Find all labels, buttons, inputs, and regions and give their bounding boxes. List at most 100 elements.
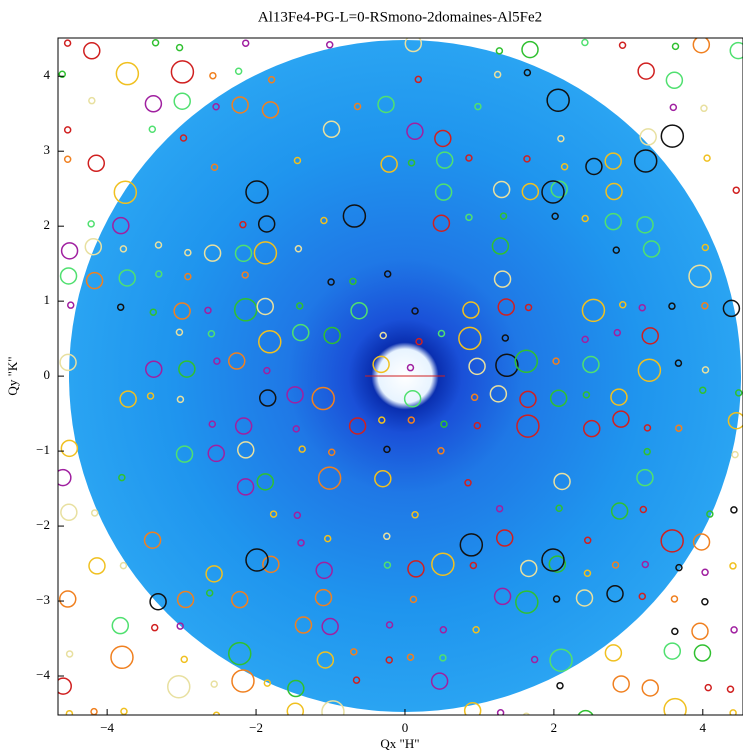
y-tick-label: −4 — [36, 667, 50, 682]
ring — [524, 303, 533, 312]
ring — [286, 386, 304, 404]
ring — [641, 327, 659, 345]
ring — [516, 414, 540, 438]
ring — [87, 220, 95, 228]
ring — [691, 622, 709, 641]
ring — [514, 349, 539, 374]
ring — [727, 411, 743, 430]
ring — [665, 71, 684, 90]
ring — [465, 213, 473, 222]
ring — [493, 70, 502, 79]
ring — [59, 353, 77, 372]
ring — [469, 561, 478, 570]
ring — [212, 711, 221, 715]
ring — [660, 529, 684, 553]
ring — [637, 62, 655, 80]
ring — [439, 654, 447, 662]
ring — [581, 335, 589, 344]
ring — [58, 70, 66, 78]
ring — [207, 330, 216, 338]
ring — [472, 626, 480, 634]
ring — [663, 642, 682, 660]
ring — [432, 214, 451, 232]
ring — [618, 41, 627, 49]
ring — [704, 683, 712, 692]
y-tick-label: −3 — [36, 592, 50, 607]
ring — [256, 297, 274, 316]
ring — [325, 41, 334, 49]
ring — [692, 533, 711, 551]
ring — [380, 155, 398, 173]
ring — [581, 298, 606, 323]
ring — [205, 589, 214, 597]
ring — [406, 122, 424, 141]
ring — [294, 245, 303, 253]
ring — [618, 301, 627, 309]
ring — [582, 355, 600, 374]
ring — [58, 677, 72, 695]
ring — [111, 616, 130, 635]
ring — [295, 302, 304, 310]
ring — [317, 466, 342, 490]
ring — [437, 447, 445, 455]
ring — [63, 126, 72, 134]
ring — [90, 707, 98, 715]
ring — [253, 241, 278, 265]
ring — [474, 102, 482, 111]
ring — [495, 47, 504, 55]
ring — [230, 590, 249, 609]
ring — [150, 623, 159, 632]
ring — [321, 617, 339, 636]
ring — [530, 655, 539, 664]
ring — [315, 561, 333, 580]
ring — [465, 154, 473, 162]
y-tick-label: 0 — [44, 367, 51, 382]
ring — [606, 585, 624, 603]
ring — [286, 702, 305, 715]
ring — [641, 560, 650, 569]
ring — [241, 39, 250, 47]
ring — [145, 360, 163, 378]
ring — [701, 366, 710, 374]
ring — [583, 569, 592, 578]
ring — [675, 424, 683, 432]
ring — [411, 511, 419, 519]
ring — [730, 506, 738, 514]
ring — [437, 329, 446, 338]
ring — [66, 301, 75, 309]
ring — [575, 589, 594, 607]
ring — [239, 220, 247, 229]
ring — [115, 61, 140, 86]
ring — [298, 445, 306, 453]
ring — [468, 357, 486, 376]
ring — [352, 676, 361, 684]
y-tick-label: 4 — [44, 67, 51, 82]
ring — [473, 421, 482, 430]
ring — [258, 330, 282, 354]
ring — [311, 386, 335, 411]
ring — [556, 681, 564, 690]
ring — [144, 95, 163, 113]
ring — [377, 95, 395, 114]
ring — [501, 334, 510, 342]
y-tick-label: 1 — [44, 292, 51, 307]
ring — [148, 125, 157, 134]
ring — [496, 709, 505, 715]
ring — [59, 267, 78, 285]
ring — [463, 701, 482, 715]
ring — [458, 326, 482, 351]
ring — [59, 590, 77, 608]
ring — [213, 357, 221, 365]
ring — [407, 416, 416, 424]
ring — [236, 478, 255, 496]
ring — [155, 270, 163, 278]
x-axis-label: Qx "H" — [380, 736, 419, 751]
ring — [541, 180, 565, 204]
ring — [149, 308, 158, 316]
ring — [154, 241, 163, 249]
ring — [184, 248, 192, 257]
y-tick-label: 3 — [44, 142, 51, 157]
ring — [491, 237, 510, 255]
ring — [207, 444, 226, 463]
ring — [383, 561, 392, 569]
